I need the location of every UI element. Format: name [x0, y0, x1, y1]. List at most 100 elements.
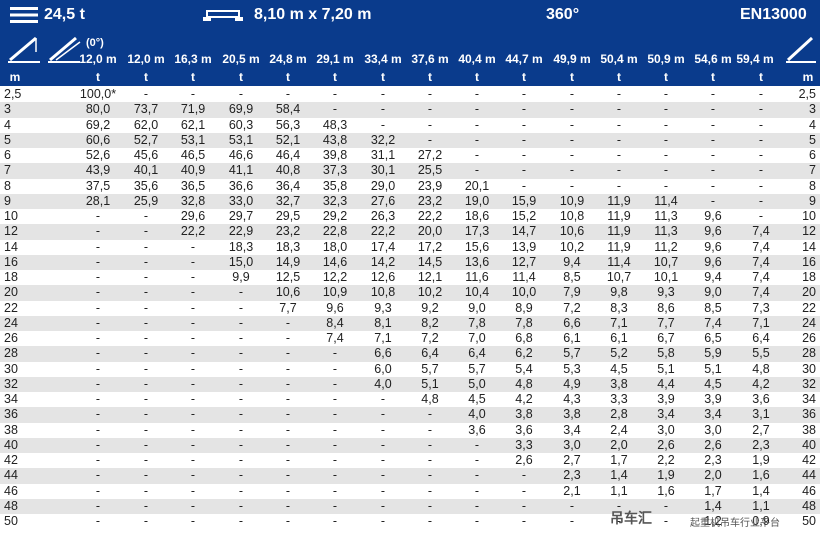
load-cell: 5,7	[563, 346, 581, 361]
unit-load-13: t	[711, 70, 715, 84]
load-cell: 22,2	[370, 224, 396, 239]
unit-load-3: t	[239, 70, 243, 84]
load-cell: 62,1	[180, 117, 206, 132]
load-cell: 4,2	[752, 376, 770, 391]
load-cell: 8,3	[610, 300, 628, 315]
load-cell: -	[380, 483, 386, 498]
load-cell: 4,8	[421, 392, 439, 406]
load-cell: -	[238, 514, 244, 528]
table-row: 5 60,6 52,7 53,1 53,1 52,1 43,8 32,2 - - - - - - - - 5	[0, 132, 820, 148]
boom-length-3: 20,5 m	[222, 52, 260, 66]
unit-load-9: t	[522, 70, 526, 84]
load-cell: 7,8	[468, 315, 486, 330]
load-cell: 10,9	[559, 193, 585, 208]
load-cell: 11,9	[607, 193, 631, 208]
load-cell: -	[521, 163, 527, 178]
load-cell: 7,4	[752, 224, 770, 239]
boom-length-band: (0°) 12,0 m 12,0 m 16,3 m 20,5 m 24,8 m …	[0, 30, 820, 68]
load-cell: 3,6	[752, 392, 770, 406]
load-cell: 8,1	[374, 315, 392, 330]
load-cell: -	[427, 132, 433, 147]
load-cell: 7,3	[752, 300, 770, 315]
load-cell: -	[95, 498, 101, 513]
radius-left: 2,5	[4, 87, 22, 101]
load-cell: -	[474, 87, 480, 101]
unit-load-12: t	[664, 70, 668, 84]
radius-right: 26	[802, 331, 816, 345]
load-cell: 10,7	[606, 270, 632, 284]
load-cell: -	[427, 483, 433, 498]
load-cell: 3,8	[515, 407, 533, 422]
load-cell: 11,2	[654, 239, 678, 254]
load-cell: -	[474, 102, 480, 117]
load-cell: -	[143, 300, 149, 315]
load-cell: 7,2	[421, 331, 439, 345]
load-cell: -	[380, 468, 386, 483]
load-cell: -	[616, 102, 622, 117]
load-cell: -	[710, 102, 716, 117]
load-cell: -	[238, 453, 244, 467]
load-cell: 41,1	[228, 163, 254, 178]
watermark-slogan: 起重机吊车行业平台	[690, 518, 780, 529]
load-cell: 3,6	[468, 422, 486, 437]
load-cell: 4,8	[752, 361, 770, 376]
load-cell: -	[474, 514, 480, 528]
load-cell: 7,4	[752, 254, 770, 269]
load-cell: 4,0	[468, 407, 486, 422]
load-cell: 5,7	[468, 361, 486, 376]
load-cell: -	[190, 392, 196, 406]
load-cell: -	[332, 376, 338, 391]
load-cell: 10,1	[653, 270, 679, 284]
load-cell: -	[332, 514, 338, 528]
load-cell: 11,4	[654, 193, 678, 208]
boom-length-7: 37,6 m	[411, 52, 449, 66]
load-cell: -	[427, 117, 433, 132]
load-cell: 6,0	[374, 361, 392, 376]
load-cell: 15,2	[511, 209, 537, 223]
boom-length-9: 44,7 m	[505, 52, 543, 66]
load-cell: 52,1	[275, 132, 301, 147]
load-cell: 33,0	[228, 193, 254, 208]
load-cell: -	[380, 392, 386, 406]
load-cell: 6,1	[610, 331, 628, 345]
load-cell: 6,6	[374, 346, 392, 361]
table-row: 22 - - - - 7,7 9,6 9,3 9,2 9,0 8,9 7,2 8,3 8,6 8,5 7,3 2…	[0, 301, 820, 316]
load-cell: 28,1	[85, 193, 111, 208]
load-cell: -	[143, 361, 149, 376]
load-cell: 32,8	[180, 193, 206, 208]
table-row: 8 37,5 35,6 36,5 36,6 36,4 35,8 29,0 23,9 20,1 - - -…	[0, 179, 820, 194]
load-cell: -	[616, 132, 622, 147]
table-row: 10 - - 29,6 29,7 29,5 29,2 26,3 22,2 18,6 15,2 10,8…	[0, 209, 820, 224]
load-cell: -	[758, 193, 764, 208]
load-cell: 1,4	[610, 468, 628, 483]
hamburger-lines-icon	[10, 7, 38, 23]
load-cell: -	[616, 498, 622, 513]
load-cell: 60,6	[85, 132, 111, 147]
load-cell: 18,3	[275, 239, 301, 254]
load-cell: -	[380, 102, 386, 117]
load-cell: 2,0	[610, 437, 628, 452]
load-cell: -	[332, 102, 338, 117]
load-cell: 20,0	[417, 224, 443, 239]
load-cell: -	[285, 87, 291, 101]
load-cell: 9,3	[657, 285, 675, 300]
load-cell: -	[95, 437, 101, 452]
load-cell: -	[616, 117, 622, 132]
load-cell: -	[238, 483, 244, 498]
load-cell: 1,1	[752, 498, 770, 513]
table-row: 26 - - - - - 7,4 7,1 7,2 7,0 6,8 6,1 6,1 6,7 6,5 6,4 26	[0, 331, 820, 346]
load-cell: 4,4	[657, 376, 675, 391]
watermark-brand: 吊车汇	[610, 510, 652, 526]
load-cell: -	[521, 468, 527, 483]
load-cell: -	[380, 87, 386, 101]
load-cell: 1,6	[752, 468, 770, 483]
load-cell: -	[190, 514, 196, 528]
table-row: 20 - - - - 10,6 10,9 10,8 10,2 10,4 10,0 7,9 9,8 9,3 9…	[0, 285, 820, 301]
table-row: 7 43,9 40,1 40,9 41,1 40,8 37,3 30,1 25,5 - - - - - - -…	[0, 163, 820, 179]
load-cell: 7,0	[468, 331, 486, 345]
load-cell: 12,7	[511, 254, 537, 269]
load-cell: 7,2	[563, 300, 581, 315]
load-cell: -	[95, 300, 101, 315]
load-cell: -	[427, 498, 433, 513]
radius-right: 44	[802, 468, 816, 483]
